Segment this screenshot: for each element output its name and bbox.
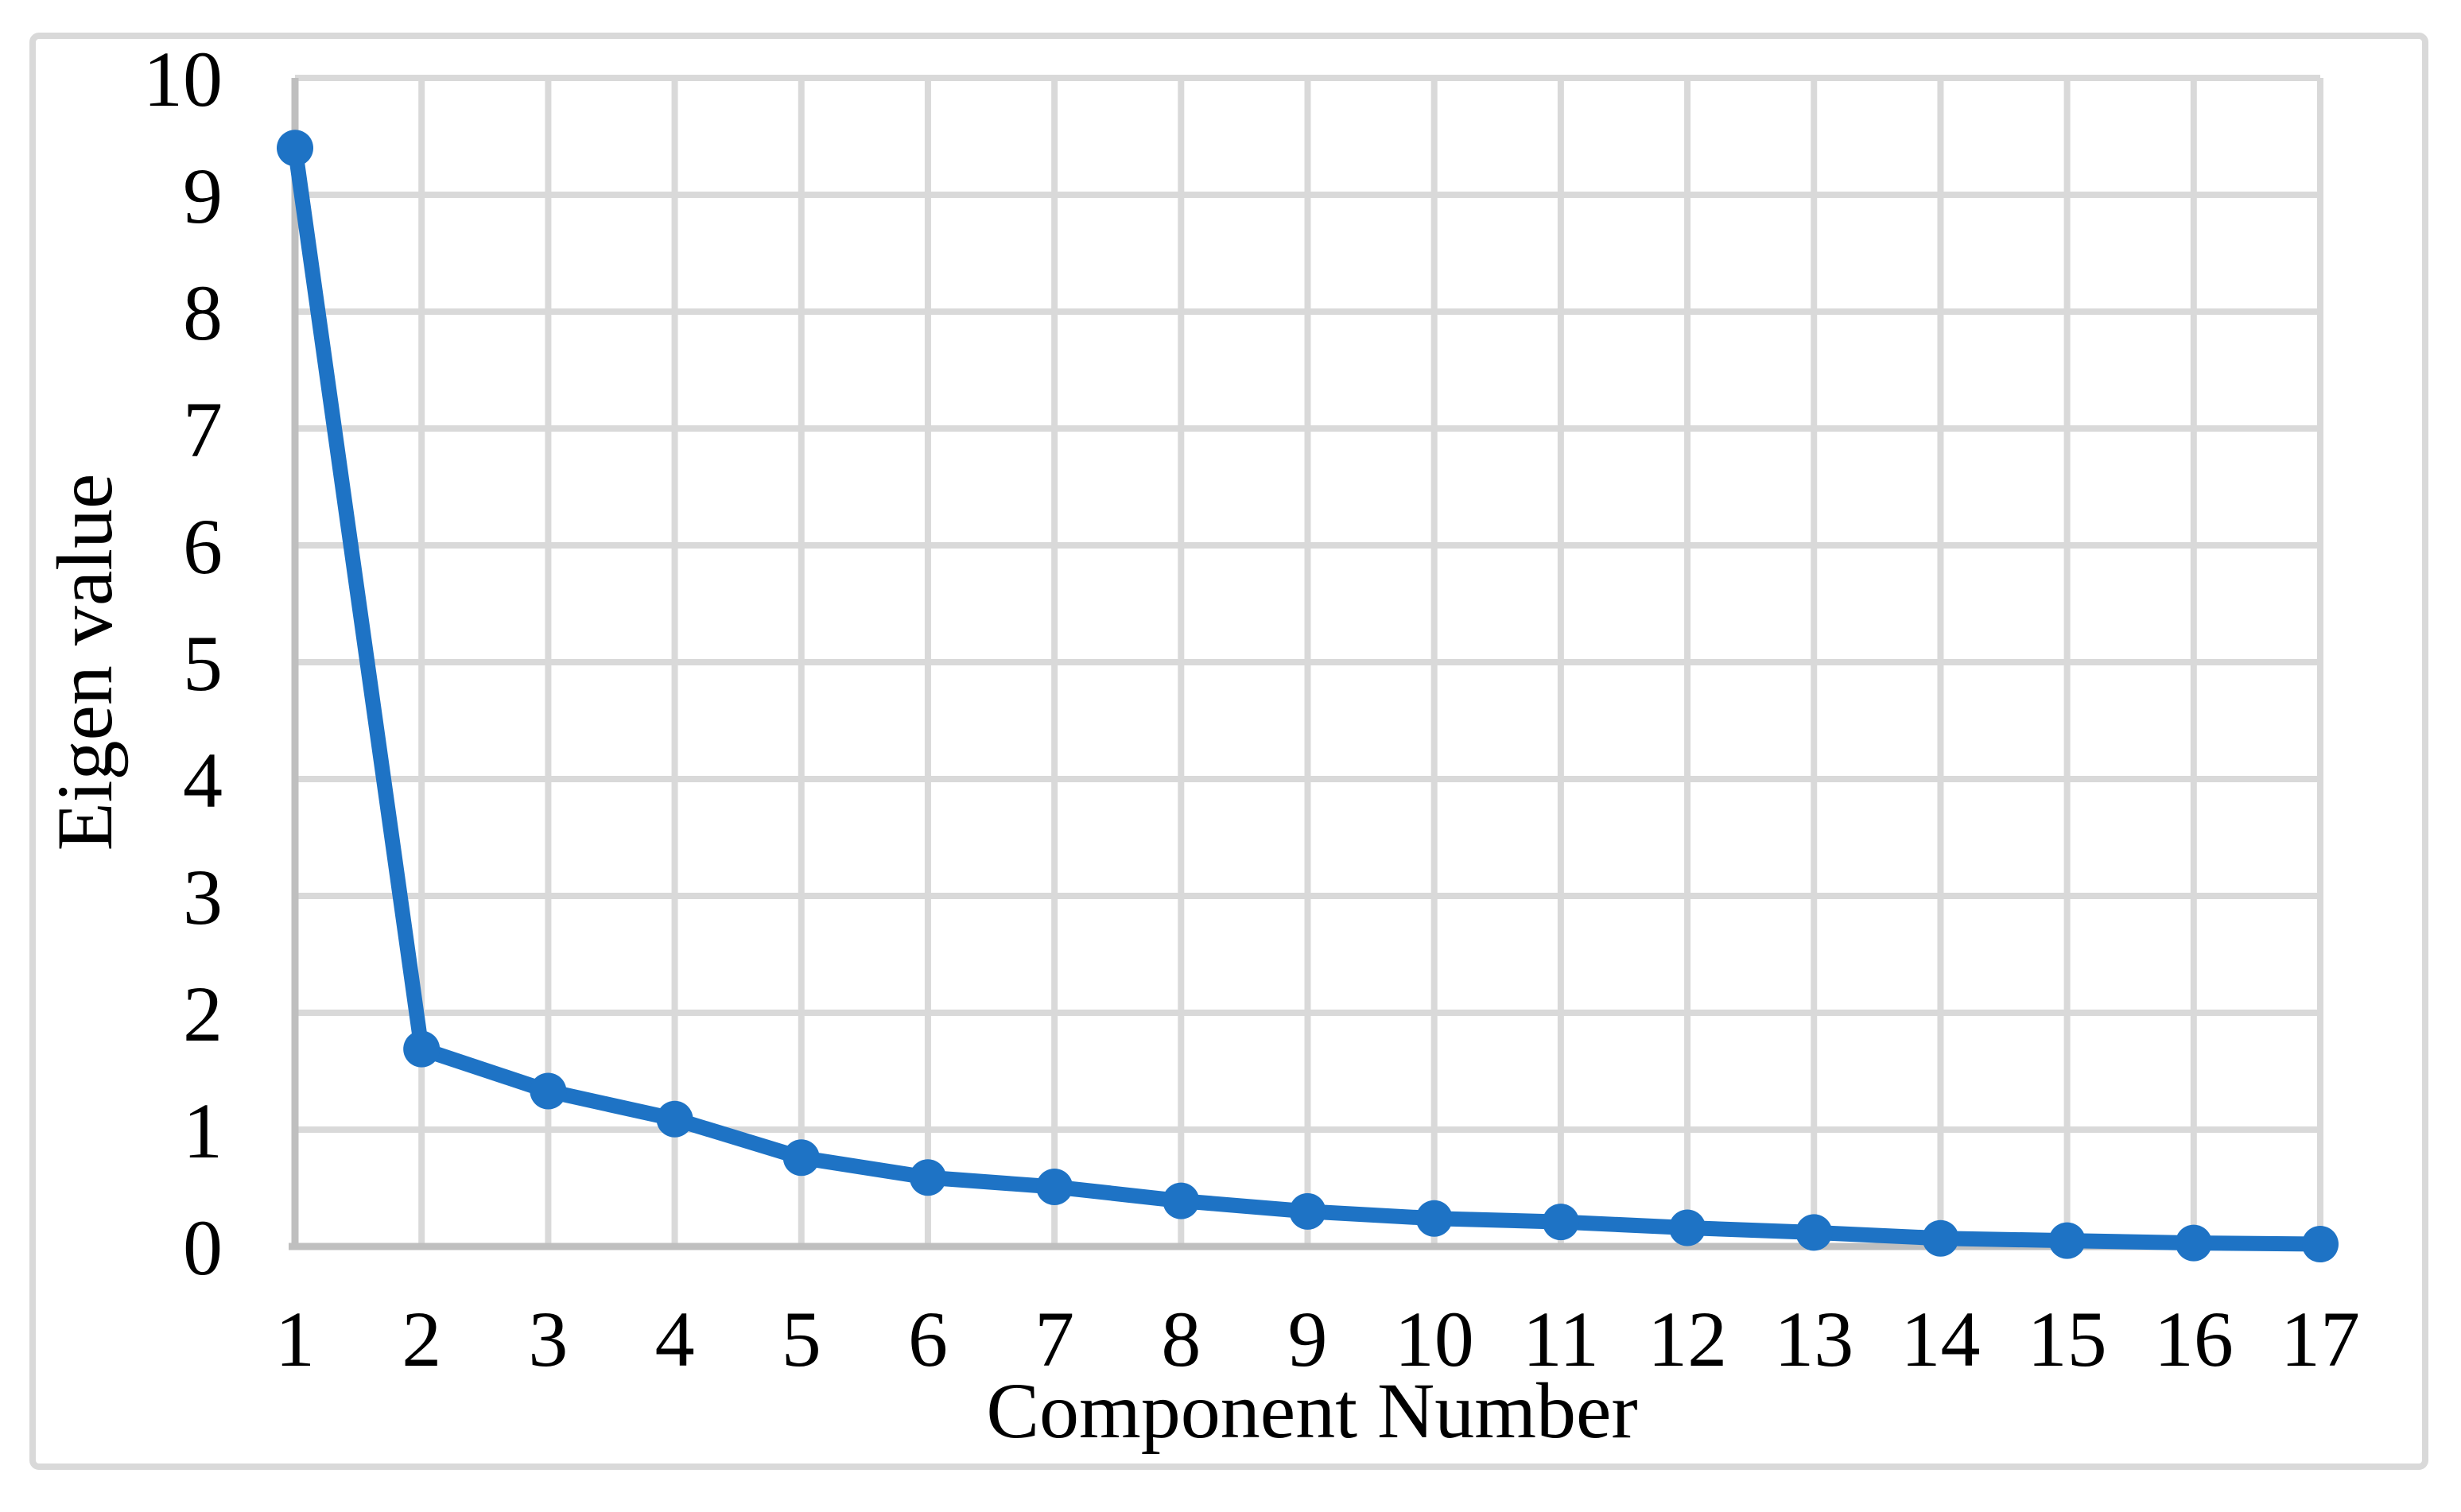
data-point-marker [277, 130, 313, 167]
data-point-marker [530, 1072, 567, 1110]
data-point-marker [1036, 1169, 1073, 1206]
x-tick-label: 13 [1774, 1295, 1854, 1383]
data-point-marker [1542, 1204, 1579, 1241]
data-point-marker [1163, 1182, 1200, 1219]
data-point-marker [1795, 1214, 1833, 1251]
x-tick-label: 14 [1900, 1295, 1980, 1383]
y-tick-label: 9 [183, 152, 223, 240]
x-tick-label: 4 [655, 1295, 695, 1383]
data-point-marker [2175, 1224, 2212, 1262]
x-tick-label: 3 [528, 1295, 568, 1383]
x-tick-label: 15 [2028, 1295, 2107, 1383]
data-point-marker [2048, 1222, 2086, 1259]
y-tick-label: 7 [183, 386, 223, 474]
x-axis-tick-labels: 1 2 3 4 5 6 7 8 9 10 11 12 13 14 15 16 17 [275, 1295, 2360, 1383]
x-axis-title: Component Number [986, 1367, 1637, 1455]
y-tick-label: 0 [183, 1204, 223, 1292]
y-tick-label: 1 [183, 1087, 223, 1175]
data-point-marker [403, 1030, 441, 1068]
y-tick-label: 10 [143, 35, 223, 123]
data-point-marker [1289, 1192, 1326, 1230]
x-tick-label: 5 [782, 1295, 821, 1383]
x-tick-label: 6 [908, 1295, 948, 1383]
data-point-marker [1669, 1209, 1706, 1246]
y-tick-label: 2 [183, 970, 223, 1058]
x-tick-label: 16 [2154, 1295, 2234, 1383]
x-tick-label: 8 [1161, 1295, 1201, 1383]
y-tick-label: 8 [183, 269, 223, 357]
y-tick-label: 5 [183, 619, 223, 708]
eigenvalue-series [277, 130, 2339, 1263]
data-point-marker [909, 1159, 946, 1196]
horizontal-gridlines [295, 75, 2320, 1133]
y-axis-tick-labels: 0 1 2 3 4 5 6 7 8 9 10 [143, 35, 223, 1292]
y-tick-label: 3 [183, 853, 223, 941]
figure-border [29, 33, 2428, 1470]
y-tick-label: 4 [183, 736, 223, 824]
x-tick-label: 11 [1523, 1295, 1599, 1383]
x-tick-label: 17 [2281, 1295, 2360, 1383]
x-tick-label: 7 [1034, 1295, 1074, 1383]
data-point-marker [1415, 1200, 1453, 1237]
y-axis-title: Eigen value [41, 474, 129, 851]
x-tick-label: 12 [1648, 1295, 1727, 1383]
x-tick-label: 10 [1395, 1295, 1474, 1383]
data-point-marker [656, 1100, 693, 1138]
x-tick-label: 2 [402, 1295, 441, 1383]
x-tick-label: 9 [1288, 1295, 1328, 1383]
data-point-marker [782, 1139, 820, 1177]
data-point-marker [1922, 1219, 1959, 1257]
data-point-marker [2302, 1226, 2339, 1263]
y-tick-label: 6 [183, 502, 223, 591]
x-tick-label: 1 [275, 1295, 315, 1383]
